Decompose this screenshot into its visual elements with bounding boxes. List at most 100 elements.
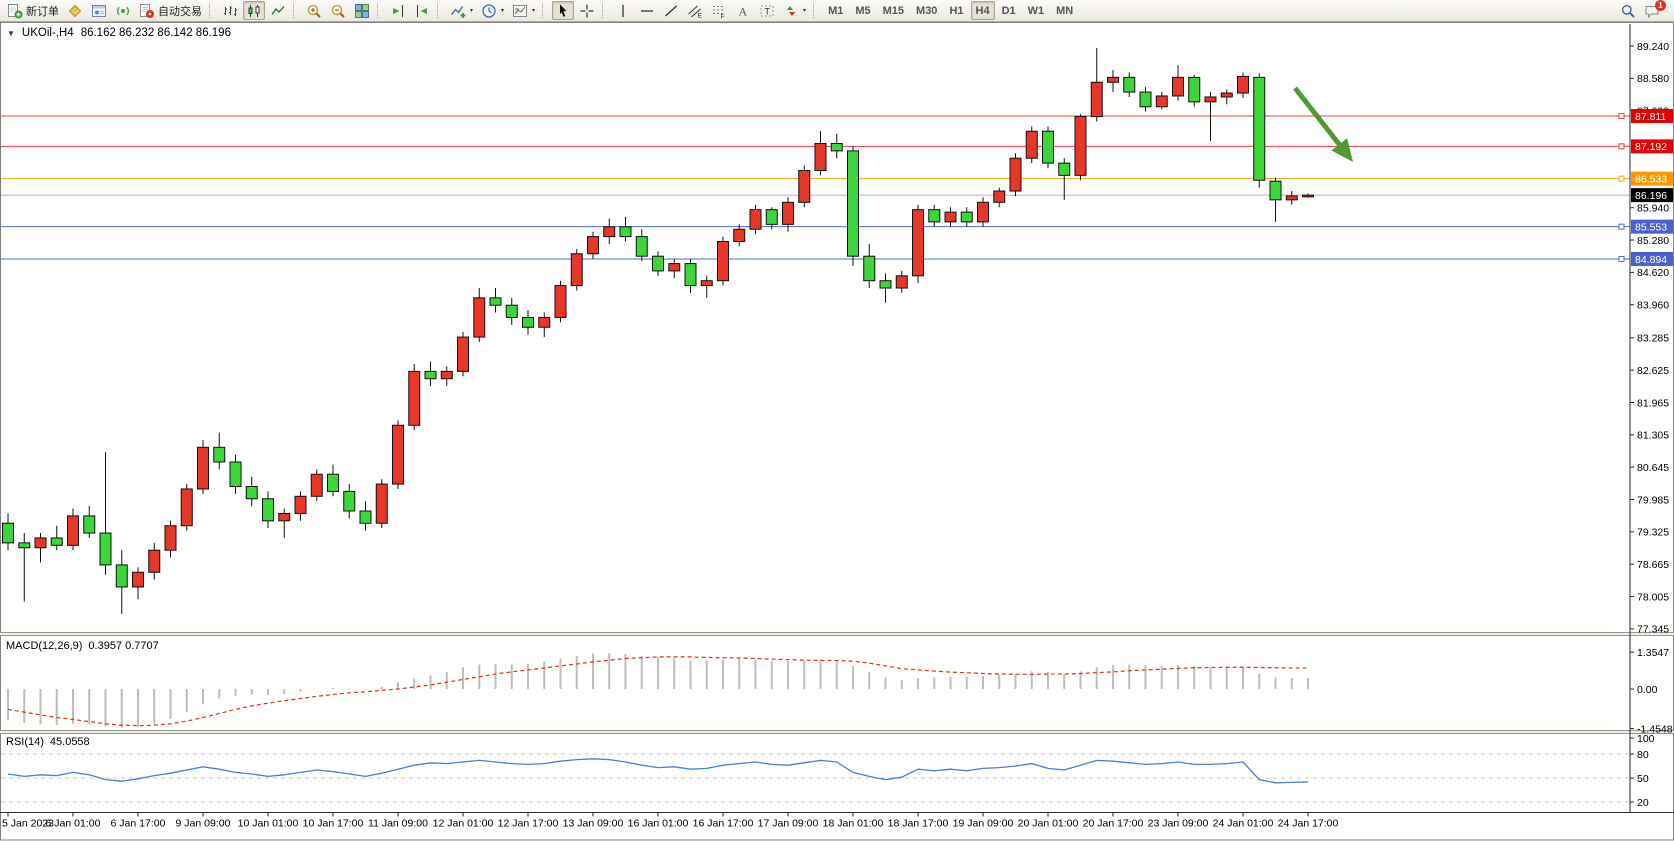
price-tag <box>1631 219 1673 234</box>
autotrading-label: 自动交易 <box>158 5 202 18</box>
tile-windows-button[interactable] <box>351 1 373 20</box>
horizontal-line-button[interactable] <box>636 1 658 20</box>
text-button[interactable]: A <box>732 1 754 20</box>
trendline-button[interactable] <box>660 1 682 20</box>
toolbar-grip[interactable] <box>293 3 298 18</box>
toolbar-grip[interactable] <box>209 3 214 18</box>
add-indicator-button[interactable]: ▾ <box>447 1 476 20</box>
timeframe-mn-button[interactable]: MN <box>1051 1 1078 20</box>
chart-window[interactable]: 89.24088.58087.92085.94085.28084.62083.9… <box>0 22 1674 841</box>
level-handle[interactable] <box>1618 175 1625 182</box>
signal-button[interactable] <box>112 1 134 20</box>
level-handle[interactable] <box>1618 255 1625 262</box>
line-chart-button[interactable] <box>267 1 289 20</box>
candle-body <box>473 297 486 338</box>
candle-body <box>392 424 404 485</box>
timeframe-h4-button[interactable]: H4 <box>970 1 995 20</box>
pane-separators[interactable] <box>0 632 1674 734</box>
zoom-out-button[interactable] <box>327 1 349 20</box>
trend-arrow[interactable] <box>1293 86 1354 163</box>
bar-chart-button[interactable] <box>219 1 241 20</box>
candle-body <box>83 515 96 534</box>
timeframe-m1-button[interactable]: M1 <box>823 1 848 20</box>
axis-tick-label: 89.240 <box>1637 41 1669 53</box>
chevron-down-icon[interactable]: ▾ <box>532 8 536 14</box>
toolbar-grip[interactable] <box>813 3 818 18</box>
candle-body <box>213 446 226 463</box>
crosshair-button[interactable] <box>576 1 598 20</box>
candle-body <box>635 236 648 257</box>
level-handle[interactable] <box>1618 143 1625 150</box>
timeframe-d1-button[interactable]: D1 <box>997 1 1021 20</box>
candle-body <box>505 304 518 318</box>
price-axis[interactable]: 89.24088.58087.92085.94085.28084.62083.9… <box>0 24 1674 813</box>
macd-label: MACD(12,26,9) 0.3957 0.7707 <box>6 640 159 652</box>
axis-tick-label: 83.960 <box>1637 300 1669 312</box>
autotrading-button[interactable]: 自动交易 <box>136 1 205 20</box>
timeframe-h1-button[interactable]: H1 <box>944 1 968 20</box>
date-label: 24 Jan 01:00 <box>1213 818 1274 830</box>
toolbar-grip[interactable] <box>602 3 607 18</box>
cursor-button[interactable] <box>552 1 575 20</box>
chart-frame <box>0 22 1674 841</box>
candle-body <box>928 209 941 223</box>
axis-tick-label: 82.625 <box>1637 365 1669 377</box>
axis-tick-label: 85.940 <box>1637 203 1669 215</box>
candle-body <box>327 473 339 492</box>
search-button[interactable] <box>1617 1 1639 20</box>
profile-button[interactable] <box>88 1 110 20</box>
timeframe-m30-button[interactable]: M30 <box>911 1 942 20</box>
vertical-line-button[interactable] <box>612 1 634 20</box>
price-tag-button[interactable] <box>64 1 86 20</box>
price-tag-label: 87.192 <box>1635 141 1667 153</box>
toolbar-grip[interactable] <box>377 3 382 18</box>
toolbar-grip[interactable] <box>542 3 547 18</box>
candle-body <box>863 255 876 282</box>
axis-tick-label: 80.645 <box>1637 462 1669 474</box>
pane-separator[interactable] <box>0 632 1674 636</box>
templates-button[interactable]: ▾ <box>509 1 538 20</box>
chart-shift-button[interactable] <box>387 1 409 20</box>
timeframe-w1-button[interactable]: W1 <box>1023 1 1050 20</box>
candle-body <box>1172 76 1184 97</box>
notifications-button[interactable]: 1 <box>1641 0 1666 20</box>
chart-symbol-period: UKOil-,H4 <box>21 27 74 39</box>
timeframe-m5-button[interactable]: M5 <box>850 1 875 20</box>
toolbar-grip[interactable] <box>437 3 442 18</box>
date-label: 19 Jan 09:00 <box>953 818 1014 830</box>
price-tag <box>1631 139 1673 154</box>
timeframe-m15-button[interactable]: M15 <box>878 1 909 20</box>
text-label-button[interactable]: T <box>756 1 778 20</box>
axis-tick-label: 81.965 <box>1637 397 1669 409</box>
chevron-down-icon[interactable]: ▾ <box>803 8 807 14</box>
periods-button[interactable]: ▾ <box>478 1 507 20</box>
auto-scroll-button[interactable] <box>411 1 433 20</box>
price-tag <box>1631 251 1673 266</box>
chart-expand-icon[interactable]: ▼ <box>7 28 15 38</box>
down-arrow-object[interactable] <box>1293 86 1354 163</box>
pane-separator[interactable] <box>0 730 1674 734</box>
fibonacci-button[interactable]: F <box>708 1 730 20</box>
chevron-down-icon[interactable]: ▾ <box>470 8 474 14</box>
rsi-pane <box>1 753 1630 803</box>
chart-canvas[interactable]: 89.24088.58087.92085.94085.28084.62083.9… <box>0 22 1674 841</box>
candle-body <box>424 370 437 380</box>
crosshair-icon <box>580 4 594 17</box>
level-handle[interactable] <box>1618 113 1625 120</box>
price-tags: 87.811 87.192 86.533 85.553 84.894 86.196 <box>1631 109 1673 266</box>
chevron-down-icon[interactable]: ▾ <box>501 8 505 14</box>
template-icon <box>513 4 528 17</box>
price-tag-label: 84.894 <box>1635 254 1667 266</box>
candlestick-chart-button[interactable] <box>243 1 265 20</box>
candle-body <box>375 483 388 524</box>
equidistant-channel-button[interactable]: E <box>684 1 706 20</box>
candle-body <box>310 473 323 497</box>
level-handle[interactable] <box>1618 223 1625 230</box>
zoom-out-icon <box>331 4 345 18</box>
new-order-button[interactable]: 新订单 <box>4 1 62 20</box>
arrows-button[interactable]: ▾ <box>780 1 809 20</box>
candle-body <box>294 495 307 514</box>
axis-tick-label: 88.580 <box>1637 73 1669 85</box>
zoom-in-button[interactable] <box>303 1 325 20</box>
